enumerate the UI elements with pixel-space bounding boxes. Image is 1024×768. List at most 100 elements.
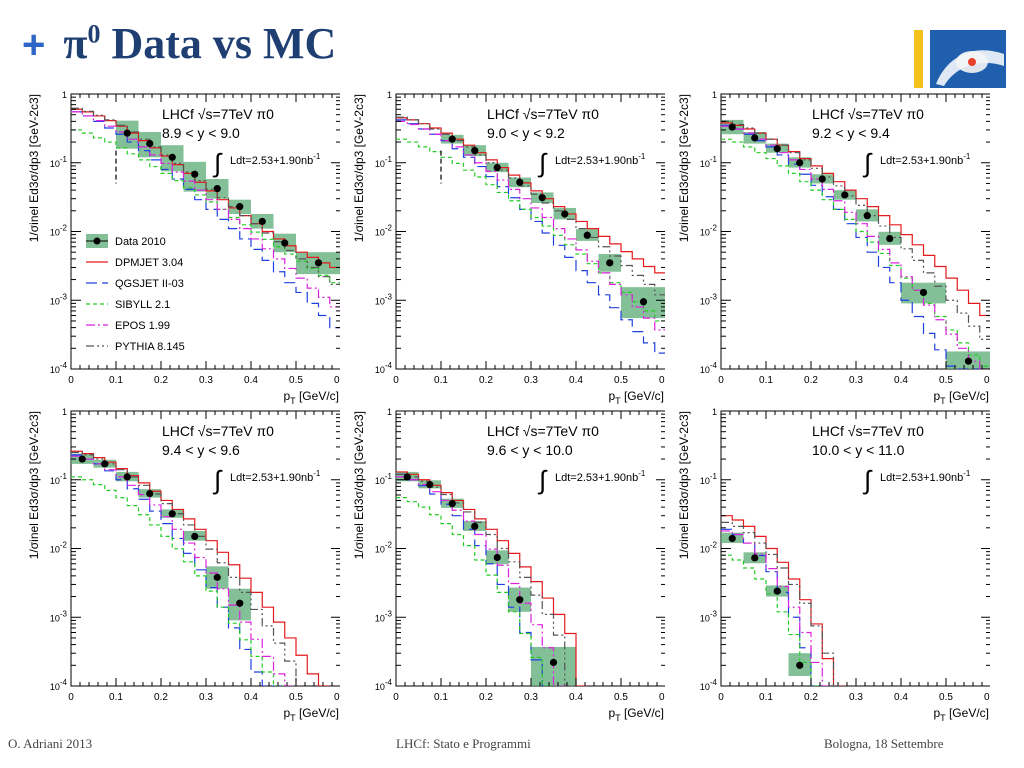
data-point <box>964 357 973 365</box>
x-tick-label: 0.2 <box>154 375 168 386</box>
plot-area <box>396 471 588 686</box>
data-point <box>281 239 289 247</box>
y-tick-label: 10-1 <box>375 155 393 169</box>
y-tick-label: 10-2 <box>50 541 68 555</box>
y-axis-label: 1/σinel Ed3σ/dp3 [GeV-2c3] <box>677 411 691 559</box>
footer-talk-title: LHCf: Stato e Programmi <box>396 736 531 751</box>
y-tick-label: 10-2 <box>375 541 393 555</box>
series-line-sibyll-2-1 <box>396 497 554 686</box>
x-axis-label: pT [GeV/c] <box>933 706 989 723</box>
data-point <box>493 164 501 172</box>
chart-panel-5: 0 0.1 0.2 0.3 0.4 0.5 0.6 10-4 10-3 10-2 10-1 1 pT [… <box>352 407 665 723</box>
legend-label: PYTHIA 8.145 <box>115 341 185 353</box>
x-tick-label: 0.3 <box>524 375 538 386</box>
series-line-qgsjet-ii-03 <box>71 111 340 329</box>
y-tick-label: 1 <box>387 90 392 100</box>
series-line-pythia-8-145 <box>71 451 308 686</box>
x-tick-label: 0 <box>718 375 724 386</box>
chart-panel-3: 0 0.1 0.2 0.3 0.4 0.5 0.6 10-4 10-3 10-2 10-1 1 pT [… <box>677 90 990 406</box>
data-point <box>471 522 479 530</box>
y-tick-label: 10-1 <box>50 155 68 169</box>
footer-author: O. Adriani 2013 <box>8 736 93 751</box>
integral-sign-icon: ∫ <box>862 465 873 495</box>
x-tick-label: 0.4 <box>569 375 583 386</box>
plot-area <box>71 107 340 329</box>
x-tick-label: 0.5 <box>289 692 303 703</box>
lhcf-logo-icon <box>914 30 1006 88</box>
chart-panel-1: 0 0.1 0.2 0.3 0.4 0.5 0.6 10-4 10-3 10-2 10-1 1 pT [… <box>27 90 340 406</box>
x-tick-label: 0.2 <box>804 375 818 386</box>
chart-panel-6: 0 0.1 0.2 0.3 0.4 0.5 0.6 10-4 10-3 10-2 10-1 1 pT [… <box>677 407 990 723</box>
data-point <box>728 123 736 131</box>
x-tick-label: 0.6 <box>984 375 990 386</box>
panel-rapidity-range: 9.2 < y < 9.4 <box>812 125 890 141</box>
x-tick-label: 0.2 <box>479 692 493 703</box>
series-line-qgsjet-ii-03 <box>71 454 285 686</box>
y-tick-label: 1 <box>387 407 392 417</box>
data-point <box>863 212 871 220</box>
y-tick-label: 10-4 <box>700 361 718 375</box>
series-line-pythia-8-145 <box>721 521 845 686</box>
x-tick-label: 0.1 <box>109 692 123 703</box>
y-tick-label: 10-2 <box>700 541 718 555</box>
legend-label: Data 2010 <box>115 236 166 248</box>
series-line-dpmjet-3-04 <box>721 515 845 686</box>
data-point <box>796 159 804 167</box>
x-tick-label: 0.3 <box>849 375 863 386</box>
legend-label: SIBYLL 2.1 <box>115 299 170 311</box>
data-point <box>818 175 826 183</box>
y-tick-label: 1 <box>62 90 67 100</box>
chart-panel-2: 0 0.1 0.2 0.3 0.4 0.5 0.6 10-4 10-3 10-2 10-1 1 pT [… <box>352 90 665 406</box>
integral-sign-icon: ∫ <box>862 148 873 178</box>
x-tick-label: 0.1 <box>759 375 773 386</box>
data-point <box>168 153 176 161</box>
data-point <box>448 499 456 508</box>
data-point <box>123 129 131 137</box>
data-point <box>516 178 524 186</box>
panel-title: LHCf √s=7TeV π0 <box>162 106 274 122</box>
series-line-epos-1-99 <box>721 125 990 369</box>
y-axis-label: 1/σinel Ed3σ/dp3 [GeV-2c3] <box>27 411 41 559</box>
plot-area <box>721 119 990 369</box>
x-tick-label: 0.3 <box>199 692 213 703</box>
integral-sign-icon: ∫ <box>537 148 548 178</box>
series-line-pythia-8-145 <box>721 120 990 340</box>
x-tick-label: 0.6 <box>334 692 340 703</box>
panel-rapidity-range: 8.9 < y < 9.0 <box>162 125 240 141</box>
series-line-sibyll-2-1 <box>71 129 340 284</box>
panel-luminosity: Ldt=2.53+1.90nb-1 <box>880 152 971 167</box>
data-point <box>919 288 928 297</box>
x-tick-label: 0.6 <box>984 692 990 703</box>
x-axis-label: pT [GeV/c] <box>608 706 664 723</box>
data-point <box>146 489 154 498</box>
y-tick-label: 10-4 <box>375 361 393 375</box>
y-tick-label: 10-1 <box>50 472 68 486</box>
data-point <box>639 298 648 306</box>
data-point <box>471 147 479 155</box>
data-point <box>796 661 804 669</box>
logo-collision-core <box>968 58 976 66</box>
data-point <box>258 217 266 226</box>
integral-sign-icon: ∫ <box>212 465 223 495</box>
x-tick-label: 0.1 <box>434 375 448 386</box>
y-tick-label: 10-3 <box>375 292 393 306</box>
series-line-sibyll-2-1 <box>71 476 296 686</box>
data-point <box>191 170 199 178</box>
x-tick-label: 0.5 <box>289 375 303 386</box>
legend: Data 2010 DPMJET 3.04 QGSJET II-03 SIBYLL 2… <box>86 234 185 353</box>
title-main-text: Data vs MC <box>111 19 337 68</box>
x-tick-label: 0 <box>718 692 724 703</box>
data-point <box>236 203 244 211</box>
plot-area <box>721 515 845 686</box>
legend-label: DPMJET 3.04 <box>115 257 183 269</box>
title-bullet: + <box>22 23 46 67</box>
x-axis-label: pT [GeV/c] <box>933 389 989 406</box>
data-point <box>493 553 501 562</box>
x-axis-label: pT [GeV/c] <box>283 706 339 723</box>
x-axis-label: pT [GeV/c] <box>608 389 664 406</box>
y-tick-label: 10-1 <box>375 472 393 486</box>
data-point <box>841 191 849 199</box>
y-tick-label: 1 <box>62 407 67 417</box>
data-point <box>751 554 759 562</box>
